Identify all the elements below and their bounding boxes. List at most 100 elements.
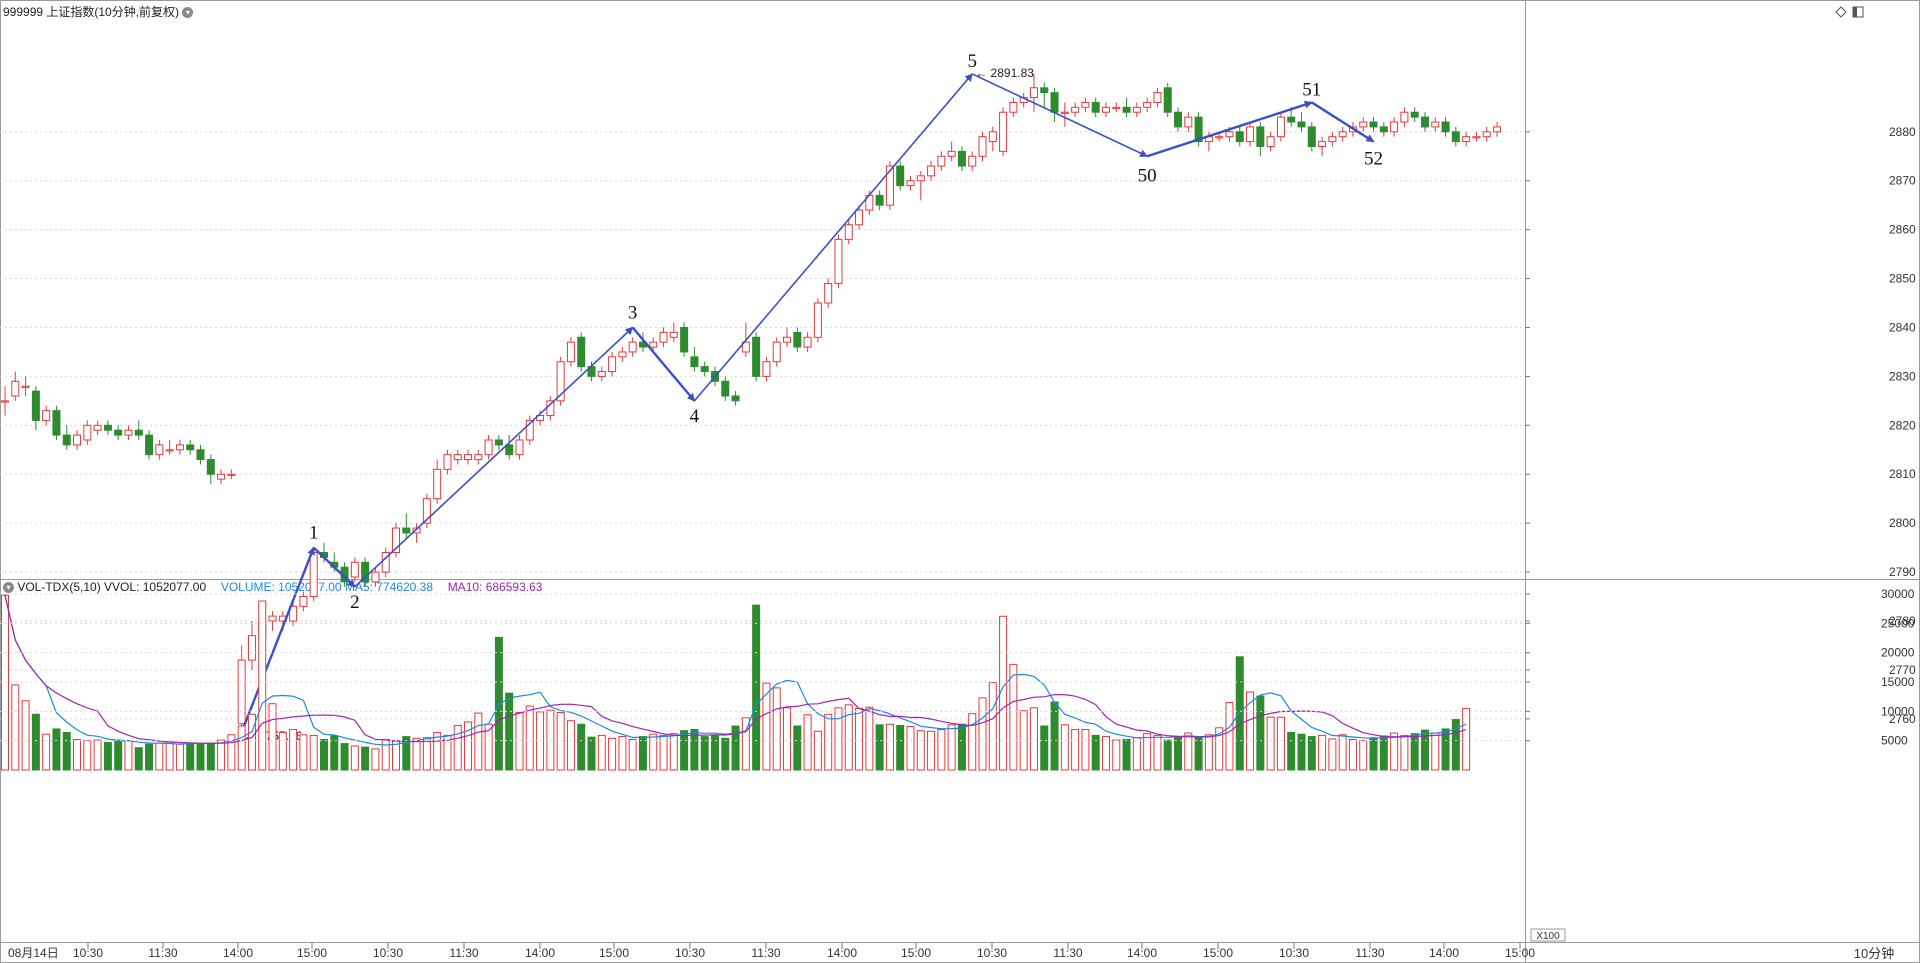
candle-up [1184,116,1193,128]
candle-down [957,150,966,167]
candle-down [1379,126,1388,133]
volume-bar-up [885,723,894,771]
candle-up [309,552,318,598]
candle-up [999,111,1008,152]
candle-up [1153,92,1162,103]
time-tick-label: 15:00 [599,946,629,960]
volume-bar-up [834,707,843,771]
wave-label: 51 [1302,79,1321,100]
time-tick-label: 15:00 [1505,946,1535,960]
volume-bar-down [134,747,143,771]
volume-bar-down [1297,733,1306,771]
volume-bar-down [1122,738,1131,771]
volume-bar-up [649,733,658,771]
volume-bar-up [381,738,390,771]
indicator-header: ▾ VOL-TDX(5,10) VVOL: 1052077.00 VOLUME:… [3,580,542,594]
volume-bar-up [1318,734,1327,771]
volume-bar-up [1071,729,1080,771]
price-tick-label: 2800 [1889,516,1916,530]
wave-line [693,73,973,402]
volume-bar-up [1246,691,1255,771]
high-price-label: ← 2891.83 [975,66,1034,80]
candle-down [186,444,195,451]
candle-up [916,175,925,182]
volume-bar-down [52,728,61,771]
candle-up [1029,87,1038,99]
time-tick-label: 10:30 [675,946,705,960]
volume-bar-up [515,712,524,771]
candle-up [1215,136,1224,139]
volume-bar-up [289,729,298,771]
candle-down [494,439,503,446]
candle-down [1287,116,1296,123]
period-label: 10分钟 [1854,946,1894,961]
candle-down [402,527,411,534]
volume-tick-label: 10000 [1881,704,1915,718]
time-tick-label: 10:30 [977,946,1007,960]
candle-up [227,473,236,476]
volume-bar-up [83,740,92,771]
volume-bar-down [690,729,699,771]
price-tick-label: 2820 [1889,418,1916,432]
volume-bar-up [772,687,781,771]
candle-up [1009,101,1018,113]
volume-bar-up [217,739,226,771]
volume-bar-up [1184,732,1193,771]
volume-bar-down [1091,734,1100,771]
volume-bar-up [474,712,483,771]
candle-up [217,473,226,480]
panel-icon-fill [1853,7,1857,17]
volume-bar-down [1040,725,1049,771]
indicator-name: VOL-TDX(5,10) [17,580,101,594]
volume-bar-down [330,735,339,771]
volume-bar-down [1256,695,1265,771]
volume-bar-up [1153,734,1162,771]
time-tick-label: 14:00 [1429,946,1459,960]
volume-bar-down [186,743,195,771]
volume-bar-up [1081,729,1090,771]
volume-bar-up [1348,738,1357,771]
diamond-icon[interactable] [1835,6,1847,18]
price-grid [0,131,1525,720]
wave-label: 5 [967,51,977,72]
volume-bar-up [1390,732,1399,771]
candle-up [1400,111,1409,123]
candle-up [937,155,946,167]
volume-bar-up [11,684,20,771]
volume-bar-up [762,682,771,771]
price-tick-label: 2850 [1889,272,1916,286]
candle-up [42,410,51,421]
candle-up [1060,111,1069,114]
price-tick-label: 2870 [1889,174,1916,188]
volume-bar-up [1101,736,1110,771]
time-tick-label: 11:30 [449,946,478,960]
candle-up [618,351,627,358]
indicator-ma10: MA10: 686593.63 [447,580,543,594]
candle-up [299,596,308,607]
volume-bar-down [1287,731,1296,771]
volume-bar-up [906,726,915,771]
volume-bar-down [1410,733,1419,771]
candle-up [1493,126,1501,133]
volume-bar-up [1029,707,1038,771]
volume-tick-label: 5000 [1881,734,1908,748]
candle-up [649,341,658,348]
volume-bar-down [1420,729,1429,771]
candle-up [525,419,534,441]
candle-up [813,302,822,338]
price-tick-label: 2760 [1889,712,1916,726]
chevron-down-icon[interactable]: ▾ [182,7,194,19]
volume-bar-down [145,743,154,771]
time-tick-label: 11:30 [1355,946,1384,960]
candle-up [484,439,493,456]
volume-bar-up [813,730,822,771]
candle-up [824,282,833,304]
volume-bar-up [237,725,246,771]
scale-box [1530,928,1566,942]
indicator-menu-icon[interactable]: ▾ [3,582,14,594]
volume-bar-up [608,737,617,771]
volume-bar-up [433,731,442,771]
wave-line [1146,100,1313,158]
price-tick-label: 2770 [1889,663,1916,677]
